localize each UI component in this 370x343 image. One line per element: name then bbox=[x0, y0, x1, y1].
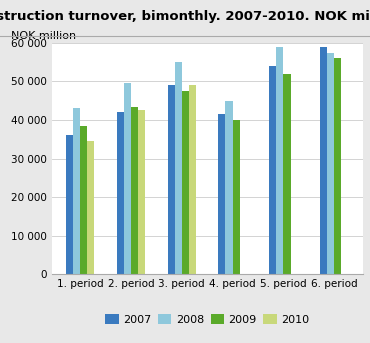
Bar bbox=[66, 135, 73, 274]
Bar bbox=[189, 85, 196, 274]
Bar bbox=[218, 114, 225, 274]
Bar bbox=[233, 120, 240, 274]
Bar bbox=[138, 110, 145, 274]
Bar bbox=[327, 52, 334, 274]
Bar bbox=[124, 83, 131, 274]
Bar bbox=[117, 112, 124, 274]
Bar bbox=[283, 74, 290, 274]
Bar bbox=[168, 85, 175, 274]
Bar bbox=[73, 108, 80, 274]
Text: Construction turnover, bimonthly. 2007-2010. NOK million: Construction turnover, bimonthly. 2007-2… bbox=[0, 10, 370, 23]
Text: NOK million: NOK million bbox=[11, 31, 77, 40]
Bar bbox=[225, 101, 233, 274]
Bar bbox=[276, 47, 283, 274]
Bar bbox=[334, 58, 342, 274]
Bar bbox=[320, 47, 327, 274]
Bar bbox=[87, 141, 94, 274]
Bar bbox=[269, 66, 276, 274]
Bar bbox=[175, 62, 182, 274]
Bar bbox=[80, 126, 87, 274]
Legend: 2007, 2008, 2009, 2010: 2007, 2008, 2009, 2010 bbox=[101, 310, 314, 329]
Bar bbox=[131, 107, 138, 274]
Bar bbox=[182, 91, 189, 274]
